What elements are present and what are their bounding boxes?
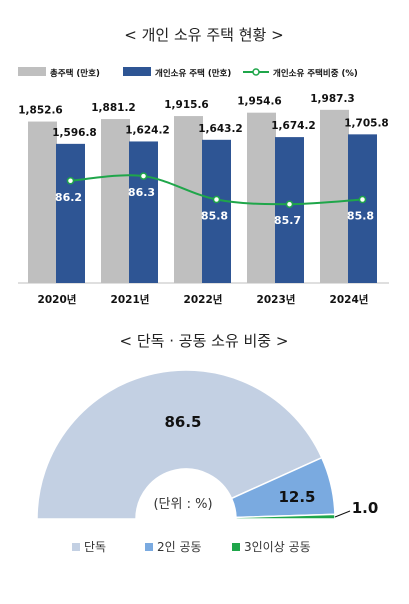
bar-label-total-2: 1,915.6 [164,99,209,111]
chart1-title: < 개인 소유 주택 현황 > [124,26,283,44]
bar-private-3 [275,137,304,283]
chart2-title: < 단독 · 공동 소유 비중 > [120,332,289,350]
legend-label-2: 개인소유 주택비중 (%) [273,68,358,79]
slice-2 [235,513,336,520]
share-label-4: 85.8 [347,210,374,223]
bar-label-total-0: 1,852.6 [18,105,63,117]
bar-label-private-2: 1,643.2 [198,123,243,135]
slice-0 [36,369,323,520]
legend-swatch-0 [18,67,46,76]
share-point-4 [358,195,367,204]
share-label-0: 86.2 [55,191,82,204]
slice-label-0: 86.5 [164,413,201,431]
x-tick-label-1: 2021년 [111,293,150,306]
legend2-swatch-0 [72,543,80,551]
legend2-label-2: 3인이상 공동 [244,540,311,554]
share-label-1: 86.3 [128,186,155,199]
chart2-half-donut: 86.5 12.5 1.0 [36,369,379,520]
legend2-swatch-2 [232,543,240,551]
chart1-share-line: 86.2 86.3 85.8 85.7 85.8 [55,172,374,227]
share-point-1 [139,172,148,180]
legend-label-1: 개인소유 주택 (만호) [155,68,231,79]
bar-total-1 [101,119,130,283]
chart1-x-labels: 2020년 2021년 2022년 2023년 2024년 [38,293,369,306]
slice-label-1: 12.5 [278,488,315,506]
legend2-label-1: 2인 공동 [157,540,202,554]
legend-swatch-1 [123,67,151,76]
bar-private-1 [129,141,158,283]
bar-label-total-4: 1,987.3 [310,93,355,105]
bar-private-4 [348,134,377,283]
slice-label-2-leader [334,510,351,518]
legend2-label-0: 단독 [84,540,106,554]
share-point-3 [285,200,294,208]
share-point-0 [66,177,75,185]
bar-private-0 [56,143,85,283]
bar-label-private-0: 1,596.8 [52,127,97,139]
x-tick-label-4: 2024년 [330,293,369,306]
share-point-2 [212,195,221,204]
bar-private-2 [202,139,231,283]
bar-label-total-3: 1,954.6 [237,96,282,108]
bar-total-4 [320,109,349,283]
x-tick-label-2: 2022년 [184,293,223,306]
legend-label-0: 총주택 (만호) [50,68,100,79]
chart1-legend: 총주택 (만호) 개인소유 주택 (만호) 개인소유 주택비중 (%) [18,67,358,79]
bar-total-0 [28,121,57,283]
chart2-legend: 단독 2인 공동 3인이상 공동 [72,540,311,554]
bar-label-private-1: 1,624.2 [125,124,170,136]
share-label-3: 85.7 [274,214,301,227]
ownership-chart: < 단독 · 공동 소유 비중 > 86.5 12.5 1.0 (단위 : %) 단… [36,332,379,554]
slice-label-2: 1.0 [352,499,379,517]
housing-chart: < 개인 소유 주택 현황 > 총주택 (만호) 개인소유 주택 (만호) 개인소유… [18,26,389,306]
x-tick-label-3: 2023년 [257,293,296,306]
x-tick-label-0: 2020년 [38,293,77,306]
share-label-2: 85.8 [201,210,228,223]
legend-line-marker [252,68,260,76]
bar-label-private-4: 1,705.8 [344,117,389,129]
chart2-unit-label: (단위 : %) [153,497,212,512]
chart1-bars: 1,852.6 1,596.8 1,881.2 1,624.2 1,915.6 1,643… [18,93,389,284]
bar-label-total-1: 1,881.2 [91,102,136,114]
bar-total-2 [174,116,203,283]
legend2-swatch-1 [145,543,153,551]
bar-total-3 [247,112,276,284]
bar-label-private-3: 1,674.2 [271,120,316,132]
